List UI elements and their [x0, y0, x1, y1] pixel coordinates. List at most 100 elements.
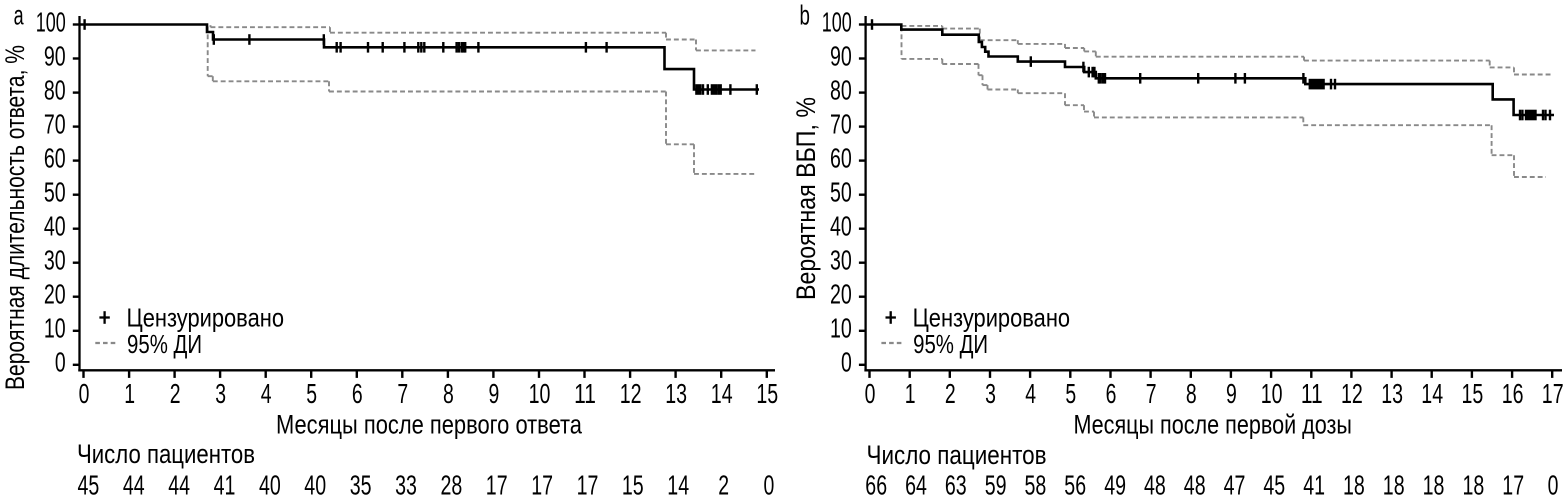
svg-text:0: 0 [1548, 469, 1559, 500]
svg-text:12: 12 [620, 378, 642, 409]
svg-text:14: 14 [667, 469, 689, 500]
svg-text:17: 17 [1542, 378, 1564, 409]
svg-text:0: 0 [841, 347, 852, 378]
svg-text:9: 9 [1226, 378, 1237, 409]
svg-text:100: 100 [822, 6, 852, 37]
svg-text:49: 49 [1104, 469, 1126, 500]
svg-text:7: 7 [1146, 378, 1157, 409]
svg-text:60: 60 [830, 143, 852, 174]
svg-text:1: 1 [124, 378, 135, 409]
svg-text:Число пациентов: Число пациентов [77, 439, 255, 469]
svg-text:64: 64 [905, 469, 927, 500]
svg-text:7: 7 [397, 378, 408, 409]
svg-text:Вероятная длительность ответа,: Вероятная длительность ответа, % [0, 45, 30, 390]
svg-text:Цензурировано: Цензурировано [127, 303, 285, 333]
svg-text:0: 0 [764, 469, 775, 500]
svg-text:17: 17 [486, 469, 508, 500]
svg-text:16: 16 [1502, 378, 1524, 409]
svg-text:18: 18 [1383, 469, 1405, 500]
svg-text:40: 40 [830, 211, 852, 242]
svg-text:0: 0 [79, 378, 90, 409]
svg-text:58: 58 [1025, 469, 1047, 500]
svg-text:50: 50 [830, 177, 852, 208]
svg-text:0: 0 [55, 347, 66, 378]
svg-text:66: 66 [865, 469, 887, 500]
svg-text:3: 3 [985, 378, 996, 409]
svg-text:41: 41 [1303, 469, 1325, 500]
svg-text:47: 47 [1224, 469, 1246, 500]
svg-text:14: 14 [711, 378, 733, 409]
svg-text:15: 15 [756, 378, 778, 409]
svg-text:44: 44 [123, 469, 145, 500]
svg-text:90: 90 [830, 40, 852, 71]
svg-text:13: 13 [1381, 378, 1403, 409]
svg-text:100: 100 [36, 6, 66, 37]
svg-text:b: b [800, 0, 810, 30]
svg-text:4: 4 [1025, 378, 1036, 409]
svg-text:2: 2 [170, 378, 181, 409]
svg-text:80: 80 [830, 75, 852, 106]
svg-text:17: 17 [1502, 469, 1524, 500]
svg-text:40: 40 [44, 211, 66, 242]
svg-text:3: 3 [215, 378, 226, 409]
svg-text:Месяцы после первой дозы: Месяцы после первой дозы [1073, 410, 1352, 440]
svg-text:a: a [14, 0, 24, 30]
svg-text:5: 5 [306, 378, 317, 409]
svg-text:30: 30 [830, 245, 852, 276]
svg-text:6: 6 [1106, 378, 1117, 409]
svg-text:10: 10 [529, 378, 551, 409]
svg-text:1: 1 [905, 378, 916, 409]
svg-text:10: 10 [830, 313, 852, 344]
svg-text:11: 11 [574, 378, 596, 409]
svg-text:Число пациентов: Число пациентов [867, 440, 1047, 470]
svg-text:12: 12 [1341, 378, 1363, 409]
svg-text:44: 44 [168, 469, 190, 500]
svg-text:14: 14 [1421, 378, 1443, 409]
svg-text:20: 20 [830, 279, 852, 310]
svg-text:45: 45 [1263, 469, 1285, 500]
svg-text:Вероятная ВБП, %: Вероятная ВБП, % [791, 97, 821, 300]
svg-text:48: 48 [1184, 469, 1206, 500]
svg-text:5: 5 [1065, 378, 1076, 409]
svg-text:8: 8 [443, 378, 454, 409]
svg-text:15: 15 [1462, 378, 1484, 409]
svg-text:20: 20 [44, 279, 66, 310]
svg-text:59: 59 [985, 469, 1007, 500]
svg-text:8: 8 [1186, 378, 1197, 409]
svg-text:10: 10 [1261, 378, 1283, 409]
svg-text:13: 13 [665, 378, 687, 409]
svg-text:11: 11 [1301, 378, 1323, 409]
svg-text:56: 56 [1064, 469, 1086, 500]
svg-text:50: 50 [44, 177, 66, 208]
svg-text:63: 63 [945, 469, 967, 500]
svg-text:30: 30 [44, 245, 66, 276]
svg-text:17: 17 [531, 469, 553, 500]
svg-text:60: 60 [44, 143, 66, 174]
svg-text:Месяцы после первого ответа: Месяцы после первого ответа [276, 410, 583, 440]
svg-text:40: 40 [304, 469, 326, 500]
svg-text:45: 45 [78, 469, 100, 500]
svg-text:80: 80 [44, 75, 66, 106]
svg-text:2: 2 [945, 378, 956, 409]
svg-text:6: 6 [352, 378, 363, 409]
svg-text:70: 70 [44, 109, 66, 140]
svg-text:18: 18 [1343, 469, 1365, 500]
svg-text:33: 33 [395, 469, 417, 500]
svg-text:90: 90 [44, 40, 66, 71]
svg-text:95% ДИ: 95% ДИ [913, 329, 988, 359]
svg-text:41: 41 [214, 469, 236, 500]
svg-text:9: 9 [489, 378, 500, 409]
svg-text:Цензурировано: Цензурировано [913, 303, 1071, 333]
svg-text:0: 0 [865, 378, 876, 409]
svg-text:48: 48 [1144, 469, 1166, 500]
svg-text:95% ДИ: 95% ДИ [127, 329, 202, 359]
svg-text:4: 4 [261, 378, 272, 409]
svg-text:18: 18 [1423, 469, 1445, 500]
svg-text:70: 70 [830, 109, 852, 140]
svg-text:17: 17 [577, 469, 599, 500]
svg-text:18: 18 [1463, 469, 1485, 500]
svg-text:15: 15 [622, 469, 644, 500]
svg-text:28: 28 [441, 469, 463, 500]
svg-text:40: 40 [259, 469, 281, 500]
svg-text:10: 10 [44, 313, 66, 344]
